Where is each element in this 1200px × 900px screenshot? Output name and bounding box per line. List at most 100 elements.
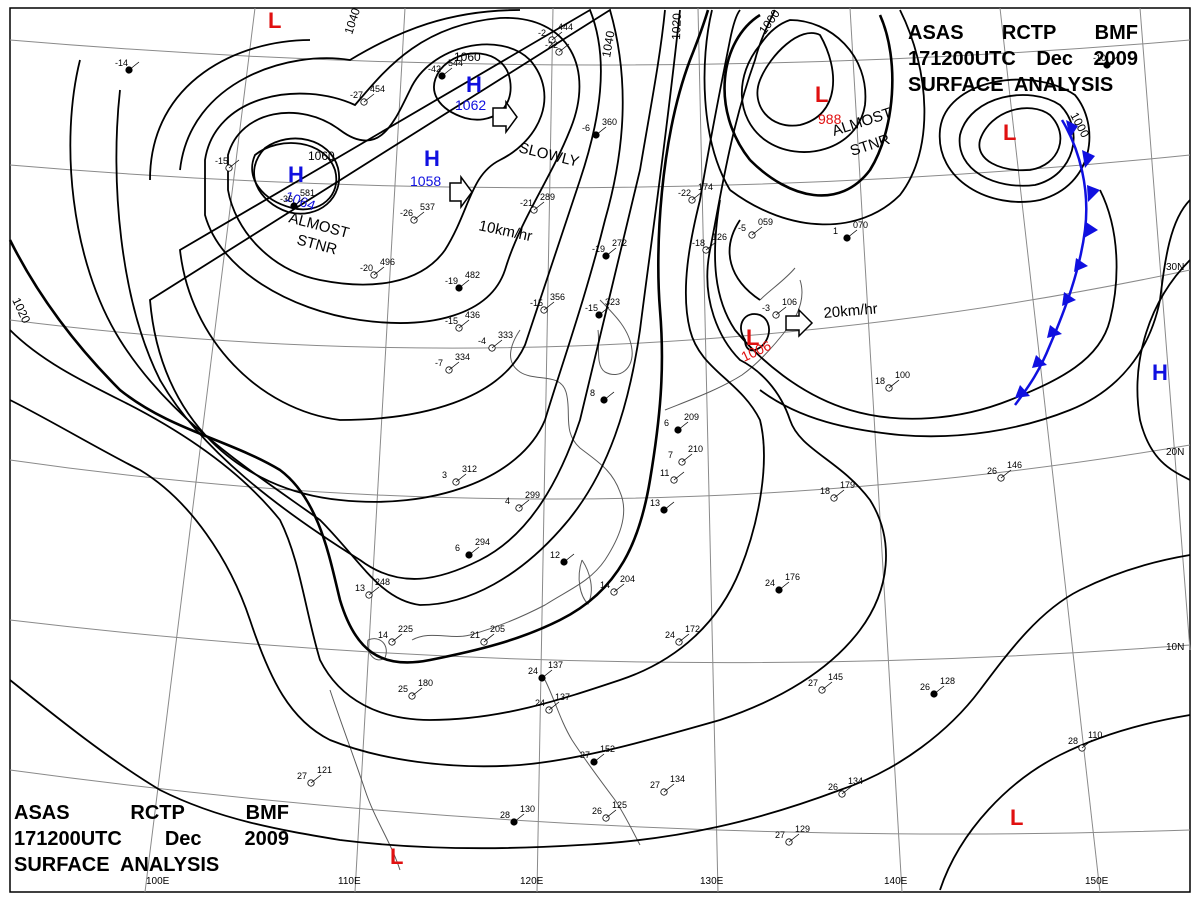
station-pressure: 129 <box>795 824 810 834</box>
station-temperature: -42 <box>428 64 441 74</box>
station-temperature: -6 <box>582 123 590 133</box>
station-pressure: 210 <box>688 444 703 454</box>
station-pressure: 126 <box>712 232 727 242</box>
title-year: 2009 <box>1093 48 1138 70</box>
isobar <box>227 43 546 286</box>
wind-barb <box>458 319 470 329</box>
station-plot: 26 128 <box>920 676 955 698</box>
station-temperature: 18 <box>875 376 885 386</box>
station-temperature: 25 <box>398 684 408 694</box>
wind-barb <box>458 279 470 289</box>
station-pressure: 145 <box>828 672 843 682</box>
station-temperature: 8 <box>590 388 595 398</box>
station-temperature: -7 <box>435 358 443 368</box>
station-temperature: 27 <box>808 678 818 688</box>
motion-arrow <box>785 308 814 338</box>
longitude-label: 110E <box>338 876 361 887</box>
station-temperature: -15 <box>530 298 543 308</box>
isobar <box>1136 259 1191 481</box>
station-plot: -21 289 <box>520 192 555 214</box>
isobar <box>723 13 894 197</box>
title-line-3: SURFACE ANALYSIS <box>14 852 289 878</box>
station-pressure: 294 <box>475 537 490 547</box>
station-temperature: -15 <box>215 156 228 166</box>
station-plot: -7 334 <box>435 352 470 374</box>
coast-china <box>411 329 625 641</box>
high-center-marker: H <box>424 146 440 171</box>
wind-barb <box>833 489 845 499</box>
station-pressure: 172 <box>685 624 700 634</box>
title-line-1: ASAS RCTP BMF <box>14 800 289 826</box>
station-plot: 27 121 <box>297 765 332 787</box>
isobar-label: 1060 <box>308 149 335 163</box>
high-center-marker: H <box>466 72 482 97</box>
station-plot: -22 174 <box>678 182 713 204</box>
station-plot: 4 299 <box>505 490 540 512</box>
station-pressure: 204 <box>620 574 635 584</box>
station-pressure: 137 <box>548 660 563 670</box>
station-plot: -36 581 <box>280 188 315 210</box>
station-temperature: -20 <box>360 263 373 273</box>
meridian-100e <box>144 7 256 893</box>
wind-barb <box>751 226 763 236</box>
wind-barb <box>293 197 305 207</box>
coordinate-labels: 110E 120E 130E 140E 150E 100E 30N 20N 10… <box>146 262 1184 887</box>
station-temperature: -22 <box>678 188 691 198</box>
parallel-0 <box>9 769 1191 835</box>
title-code: BMF <box>1094 22 1138 44</box>
station-plot: 14 204 <box>600 574 635 596</box>
wind-barb <box>888 379 900 389</box>
front-triangles <box>1015 120 1100 398</box>
title-subtitle: SURFACE ANALYSIS <box>14 854 220 876</box>
meridian-160e <box>1139 7 1191 651</box>
wind-barb <box>775 306 787 316</box>
wind-barb <box>1081 739 1093 749</box>
station-temperature: 21 <box>470 630 480 640</box>
title-year: 2009 <box>244 828 289 850</box>
title-line-3: SURFACE ANALYSIS <box>908 72 1138 98</box>
front-triangle <box>1015 385 1030 398</box>
wind-barb <box>846 229 858 239</box>
station-plot: -19 482 <box>445 270 480 292</box>
isobar <box>978 107 1062 172</box>
low-center-marker: L <box>1003 120 1016 145</box>
station-plot: -15 323 <box>585 297 620 319</box>
station-plot: 21 205 <box>470 624 505 646</box>
station-pressure: 152 <box>600 744 615 754</box>
front-triangle <box>1084 222 1098 238</box>
station-plot: -3 106 <box>762 297 797 319</box>
station-temperature: 6 <box>455 543 460 553</box>
wind-barb <box>468 546 480 556</box>
station-temperature: 18 <box>820 486 830 496</box>
station-temperature: 26 <box>828 782 838 792</box>
wind-barb <box>691 191 703 201</box>
station-temperature: 26 <box>592 806 602 816</box>
wind-barb <box>543 301 555 311</box>
wind-barb <box>228 159 240 169</box>
title-subtitle: SURFACE ANALYSIS <box>908 74 1114 96</box>
wind-barb <box>483 633 495 643</box>
isobar <box>939 714 1191 891</box>
station-pressure: 360 <box>602 117 617 127</box>
station-temperature: 1 <box>833 226 838 236</box>
station-plot: 7 210 <box>668 444 703 466</box>
latitude-label: 10N <box>1166 642 1184 653</box>
wind-barb <box>681 453 693 463</box>
coast-philippines <box>544 679 641 846</box>
title-station: RCTP <box>130 802 185 824</box>
station-plot: 8 <box>590 388 615 404</box>
station-pressure: 454 <box>370 84 385 94</box>
wind-barb <box>613 583 625 593</box>
station-plot: 25 180 <box>398 678 433 700</box>
title-station: RCTP <box>1001 22 1057 44</box>
station-pressure: 436 <box>465 310 480 320</box>
station-pressure: 070 <box>853 220 868 230</box>
parallel-30n <box>9 269 1191 349</box>
station-temperature: 11 <box>660 468 669 478</box>
station-plot: 27 152 <box>580 744 615 766</box>
station-plot: -42 544 <box>428 58 463 80</box>
wind-barb <box>603 391 615 401</box>
coast-korea <box>597 299 633 375</box>
chart-title-bottom: ASAS RCTP BMF 171200UTC Dec 2009 SURFACE… <box>14 800 289 878</box>
